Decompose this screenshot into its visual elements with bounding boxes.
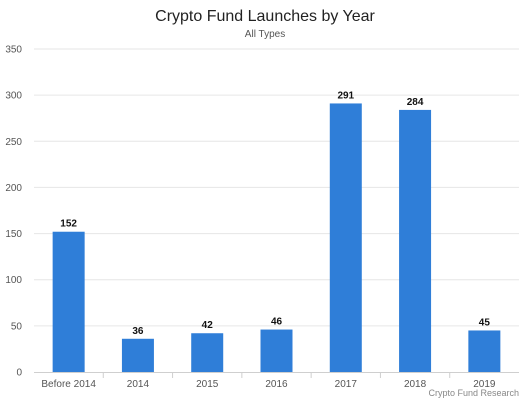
y-tick-label: 50: [11, 321, 23, 332]
bar[interactable]: [260, 329, 293, 372]
bar[interactable]: [399, 109, 432, 372]
chart-title: Crypto Fund Launches by Year: [155, 8, 375, 25]
bars-layer: [52, 103, 501, 372]
bar[interactable]: [121, 338, 154, 372]
x-tick-label: 2015: [196, 379, 219, 390]
grid-layer: [34, 48, 519, 327]
x-tick-label: 2014: [127, 379, 150, 390]
data-label: 284: [407, 97, 424, 108]
data-labels-layer: 152 36 42 46 291 284 45: [60, 90, 490, 336]
bar[interactable]: [52, 231, 85, 372]
y-tick-label: 0: [16, 368, 22, 379]
x-axis: Before 2014 2014 2015 2016 2017 2018 2019: [34, 372, 519, 390]
bar[interactable]: [191, 333, 224, 372]
data-label: 46: [271, 317, 283, 328]
data-label: 45: [479, 317, 491, 328]
data-label: 152: [60, 219, 77, 230]
y-axis: 0 50 100 150 200 250 300 350: [5, 45, 22, 379]
chart-subtitle: All Types: [245, 29, 285, 40]
x-tick-label: 2018: [404, 379, 427, 390]
x-tick-label: 2019: [473, 379, 496, 390]
y-tick-label: 150: [5, 229, 22, 240]
data-label: 36: [132, 326, 144, 337]
x-tick-label: 2016: [265, 379, 288, 390]
bar[interactable]: [329, 103, 362, 372]
bar[interactable]: [468, 330, 501, 372]
y-tick-label: 250: [5, 137, 22, 148]
x-tick-label: Before 2014: [41, 379, 96, 390]
data-label: 291: [337, 90, 354, 101]
y-tick-label: 300: [5, 91, 22, 102]
x-tick-label: 2017: [335, 379, 358, 390]
data-label: 42: [202, 320, 214, 331]
chart-credit: Crypto Fund Research: [428, 388, 519, 398]
y-tick-label: 200: [5, 183, 22, 194]
y-tick-label: 100: [5, 275, 22, 286]
y-tick-label: 350: [5, 45, 22, 56]
